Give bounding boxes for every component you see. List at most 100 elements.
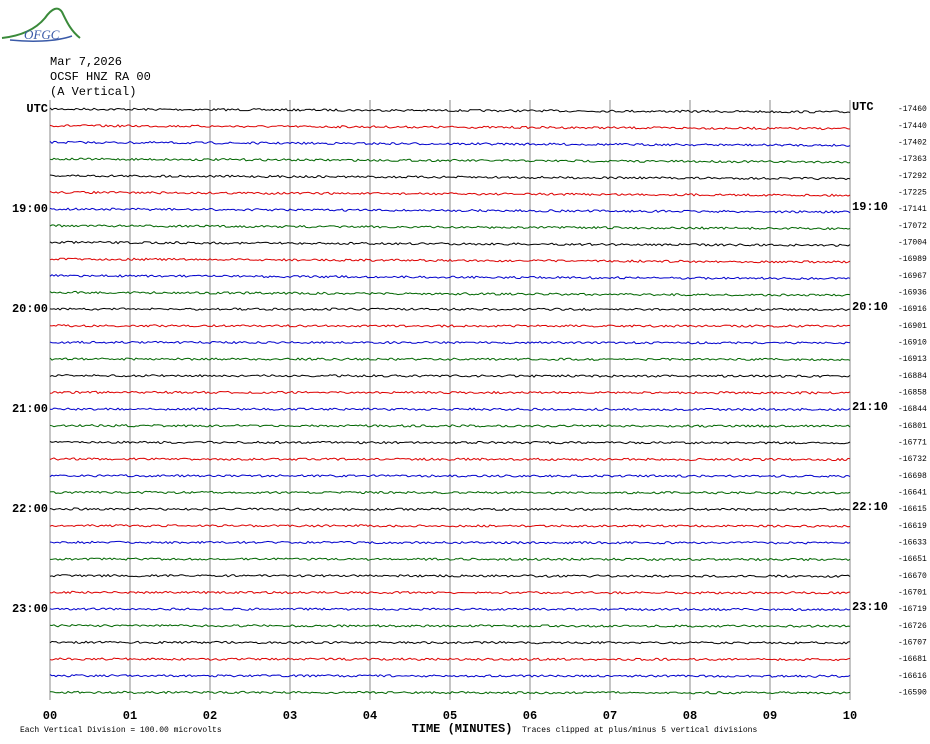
trace-offset: -16707	[898, 638, 927, 647]
clip-note: Traces clipped at plus/minus 5 vertical …	[522, 726, 757, 735]
x-tick-label: 01	[123, 709, 137, 723]
trace	[49, 390, 851, 395]
trace	[49, 540, 851, 545]
trace-offset: -16641	[898, 488, 927, 497]
trace	[49, 190, 851, 197]
trace-offset: -16698	[898, 472, 927, 481]
trace-offset: -16615	[898, 505, 927, 514]
left-time-label: 22:00	[12, 502, 48, 516]
trace	[49, 224, 851, 231]
logo-text: OFGC	[24, 27, 60, 42]
trace-offset: -17004	[898, 238, 927, 247]
right-time-label: 19:10	[852, 200, 888, 214]
trace-offset: -16844	[898, 405, 927, 414]
logo: OFGC	[1, 7, 81, 42]
trace-offset: -17440	[898, 122, 927, 131]
trace-offset: -16633	[898, 538, 927, 547]
trace	[49, 657, 851, 662]
trace	[49, 157, 851, 164]
trace	[49, 524, 851, 528]
trace	[49, 174, 851, 181]
trace	[49, 273, 851, 281]
axis-title: TIME (MINUTES)	[412, 722, 513, 736]
trace-offset: -17460	[898, 105, 927, 114]
x-tick-label: 04	[363, 709, 377, 723]
trace-offset: -16701	[898, 588, 927, 597]
trace-offset: -16726	[898, 622, 927, 631]
trace	[49, 490, 851, 495]
trace	[49, 474, 851, 478]
trace	[49, 407, 851, 412]
trace	[49, 573, 851, 578]
trace-offset: -16901	[898, 322, 927, 331]
trace-offset: -17402	[898, 138, 927, 147]
trace	[49, 257, 851, 264]
right-time-label: 20:10	[852, 300, 888, 314]
trace-offset: -16651	[898, 555, 927, 564]
trace	[49, 240, 851, 247]
trace-offset: -17072	[898, 222, 927, 231]
trace	[49, 307, 851, 312]
trace	[49, 374, 851, 378]
trace-offset: -17363	[898, 155, 927, 164]
trace-offset: -16967	[898, 272, 927, 281]
trace-offset: -16670	[898, 572, 927, 581]
x-tick-label: 10	[843, 709, 857, 723]
trace	[49, 207, 851, 214]
x-tick-label: 03	[283, 709, 297, 723]
x-tick-label: 06	[523, 709, 537, 723]
right-time-label: UTC	[852, 100, 874, 114]
trace-offset: -17292	[898, 172, 927, 181]
trace-offset: -16884	[898, 372, 927, 381]
right-time-label: 22:10	[852, 500, 888, 514]
trace	[49, 324, 851, 328]
trace	[49, 107, 851, 114]
trace	[49, 440, 851, 445]
station: OCSF HNZ RA 00	[50, 70, 151, 84]
trace-offset: -16936	[898, 288, 927, 297]
trace-offset: -16619	[898, 522, 927, 531]
x-tick-label: 09	[763, 709, 777, 723]
component: (A Vertical)	[50, 85, 136, 99]
trace	[49, 340, 851, 345]
left-time-label: UTC	[26, 102, 48, 116]
left-time-label: 20:00	[12, 302, 48, 316]
trace	[49, 507, 851, 512]
right-time-label: 23:10	[852, 600, 888, 614]
date: Mar 7,2026	[50, 55, 122, 69]
trace-offset: -16858	[898, 388, 927, 397]
trace	[49, 140, 851, 147]
trace	[49, 290, 851, 297]
scale-note: Each Vertical Division = 100.00 microvol…	[20, 726, 222, 735]
trace-offset: -16616	[898, 672, 927, 681]
trace	[49, 640, 851, 645]
left-time-label: 19:00	[12, 202, 48, 216]
trace	[49, 590, 851, 595]
x-tick-label: 02	[203, 709, 217, 723]
trace-offset: -17141	[898, 205, 927, 214]
x-tick-label: 07	[603, 709, 617, 723]
trace-offset: -16916	[898, 305, 927, 314]
trace-offset: -16771	[898, 438, 927, 447]
trace	[50, 557, 851, 562]
trace	[49, 457, 851, 462]
trace-offset: -17225	[898, 188, 927, 197]
trace-offset: -16801	[898, 422, 927, 431]
trace	[49, 124, 851, 131]
x-tick-label: 05	[443, 709, 457, 723]
trace-offset: -16681	[898, 655, 927, 664]
trace-offset: -16590	[898, 688, 927, 697]
trace-offset: -16732	[898, 455, 927, 464]
right-time-label: 21:10	[852, 400, 888, 414]
trace	[49, 690, 851, 695]
x-tick-label: 00	[43, 709, 57, 723]
trace	[49, 357, 851, 362]
trace	[49, 624, 851, 628]
trace	[49, 607, 851, 612]
trace-offset: -16719	[898, 605, 927, 614]
trace-offset: -16913	[898, 355, 927, 364]
x-tick-label: 08	[683, 709, 697, 723]
trace	[49, 674, 851, 678]
trace	[49, 423, 851, 428]
